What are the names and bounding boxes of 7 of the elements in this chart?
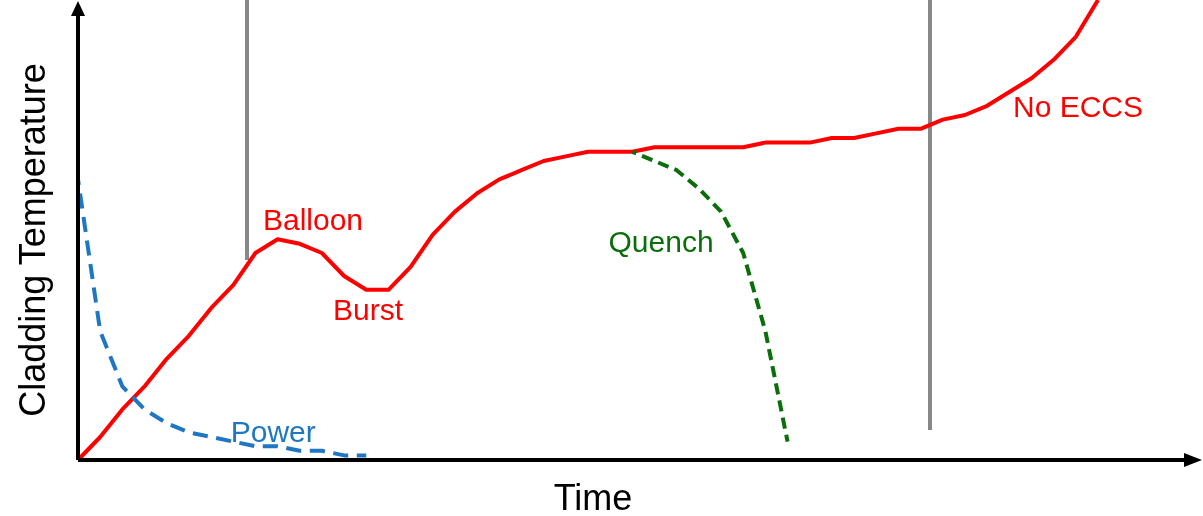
series-label: Power	[230, 414, 316, 448]
annotation: Balloon	[262, 203, 364, 236]
y-axis-title: Cladding Temperature	[12, 63, 53, 417]
series-label: No ECCS	[1012, 90, 1144, 123]
series-label: Quench	[608, 224, 714, 258]
x-axis-title: Time	[553, 477, 633, 516]
annotation: Burst	[332, 293, 404, 326]
